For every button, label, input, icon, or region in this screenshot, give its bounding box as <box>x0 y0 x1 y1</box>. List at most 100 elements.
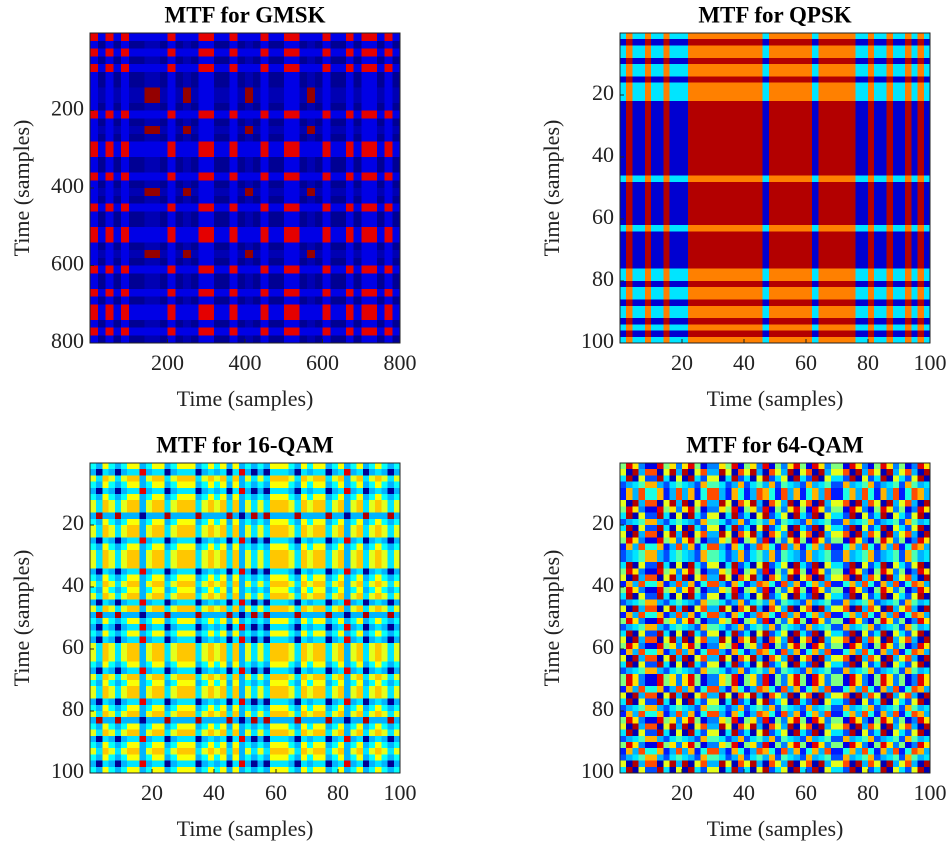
heatmap-cell <box>719 119 726 127</box>
heatmap-cell <box>369 195 378 204</box>
heatmap-cell <box>620 157 627 164</box>
heatmap-cell <box>849 231 857 239</box>
heatmap-cell <box>874 250 881 257</box>
heatmap-cell <box>252 133 261 142</box>
heatmap-cell <box>361 188 370 197</box>
heatmap-cell <box>319 500 327 507</box>
heatmap-cell <box>762 70 770 77</box>
heatmap-cell <box>300 549 308 557</box>
heatmap-cell <box>706 169 714 177</box>
heatmap-cell <box>245 33 254 42</box>
heatmap-cell <box>384 102 393 111</box>
heatmap-cell <box>657 175 664 183</box>
heatmap-cell <box>737 188 745 195</box>
heatmap-cell <box>214 149 223 158</box>
heatmap-cell <box>818 231 826 239</box>
heatmap-cell <box>644 268 652 276</box>
heatmap-cell <box>128 118 137 127</box>
heatmap-cell <box>369 487 376 495</box>
heatmap-cell <box>299 180 308 189</box>
heatmap-cell <box>768 219 776 226</box>
heatmap-cell <box>657 237 664 245</box>
heatmap-cell <box>144 71 153 80</box>
heatmap-cell <box>102 549 110 557</box>
heatmap-cell <box>369 281 378 290</box>
heatmap-cell <box>276 463 283 470</box>
heatmap-cell <box>837 256 844 263</box>
heatmap-cell <box>353 211 362 220</box>
heatmap-cell <box>136 95 145 104</box>
heatmap-cell <box>307 87 316 96</box>
heatmap-cell <box>330 234 339 243</box>
heatmap-cell <box>307 543 314 551</box>
heatmap-cell <box>183 118 192 127</box>
heatmap-cell <box>923 175 931 183</box>
heatmap-cell <box>183 500 190 507</box>
heatmap-cell <box>214 79 223 88</box>
heatmap-cell <box>376 188 385 197</box>
heatmap-cell <box>756 82 764 90</box>
heatmap-cell <box>917 225 925 232</box>
heatmap-cell <box>688 138 695 146</box>
heatmap-cell <box>812 33 819 40</box>
heatmap-cell <box>626 157 633 164</box>
heatmap-cell <box>245 257 254 266</box>
heatmap-cell <box>183 475 190 483</box>
heatmap-cell <box>251 481 258 489</box>
heatmap-cell <box>806 138 813 146</box>
heatmap-cell <box>299 304 308 313</box>
heatmap-cell <box>190 188 199 197</box>
heatmap-cell <box>737 305 745 313</box>
heatmap-cell <box>620 188 627 195</box>
heatmap-cell <box>886 212 894 220</box>
heatmap-cell <box>837 157 844 164</box>
heatmap-cell <box>700 101 708 108</box>
heatmap-cell <box>369 512 376 520</box>
heatmap-cell <box>663 312 671 319</box>
heatmap-cell <box>232 494 240 501</box>
heatmap-cell <box>793 169 801 177</box>
heatmap-cell <box>314 118 323 127</box>
heatmap-cell <box>744 138 751 146</box>
heatmap-cell <box>675 57 683 65</box>
heatmap-cell <box>128 87 137 96</box>
heatmap-cell <box>651 212 658 220</box>
heatmap-cell <box>376 226 385 235</box>
heatmap-cell <box>136 312 145 321</box>
heatmap-cell <box>322 195 331 204</box>
heatmap-cell <box>651 169 658 177</box>
heatmap-cell <box>376 327 385 336</box>
heatmap-cell <box>886 219 894 226</box>
heatmap-cell <box>113 273 122 282</box>
heatmap-cell <box>276 327 285 336</box>
heatmap-cell <box>226 525 234 532</box>
heatmap-cell <box>159 234 168 243</box>
heatmap-cell <box>911 200 919 208</box>
heatmap-cell <box>175 157 184 166</box>
heatmap-cell <box>905 181 912 189</box>
heatmap-cell <box>644 113 652 121</box>
heatmap-cell <box>830 336 838 344</box>
heatmap-cell <box>127 543 134 551</box>
heatmap-cell <box>880 256 888 263</box>
heatmap-cell <box>221 242 230 251</box>
heatmap-cell <box>229 188 238 197</box>
heatmap-cell <box>384 234 393 243</box>
heatmap-cell <box>775 95 782 102</box>
heatmap-cell <box>90 556 97 563</box>
heatmap-cell <box>917 169 925 177</box>
heatmap-cell <box>793 51 801 59</box>
heatmap-cell <box>632 51 640 59</box>
heatmap-cell <box>620 82 627 90</box>
heatmap-cell <box>90 149 99 158</box>
heatmap-cell <box>97 327 106 336</box>
heatmap-cell <box>350 543 358 551</box>
heatmap-cell <box>108 494 116 501</box>
heatmap-cell <box>651 281 658 288</box>
heatmap-cell <box>159 133 168 142</box>
heatmap-cell <box>97 312 106 321</box>
heatmap-cell <box>706 144 714 152</box>
heatmap-cell <box>682 150 689 158</box>
heatmap-cell <box>121 481 128 489</box>
heatmap-cell <box>793 250 801 257</box>
